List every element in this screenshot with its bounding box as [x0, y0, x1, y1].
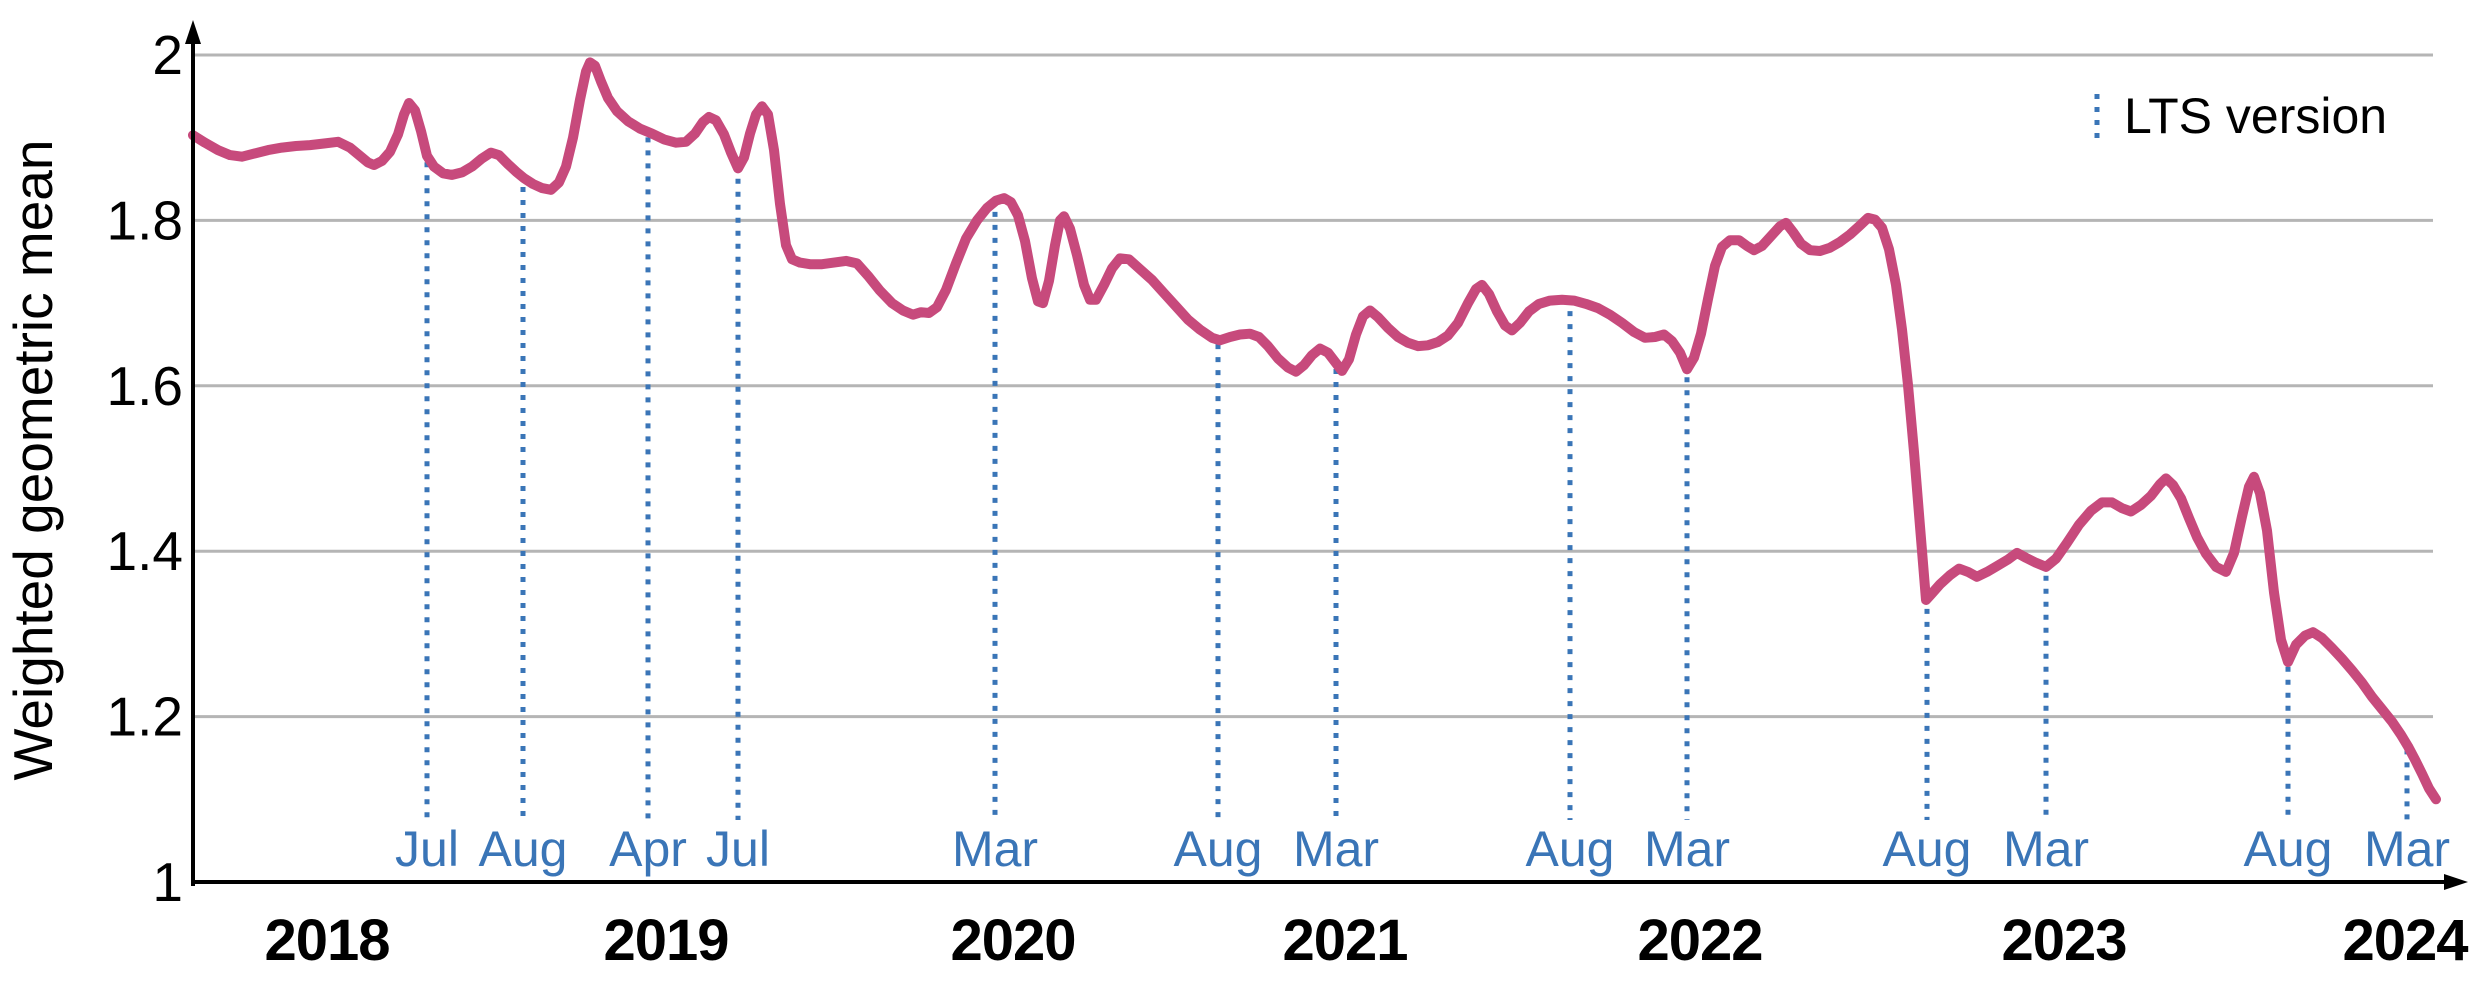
year-label: 2024 [2342, 908, 2468, 973]
lts-month-label: Aug [1174, 821, 1263, 877]
y-tick-label: 2 [152, 24, 183, 86]
year-label: 2021 [1282, 908, 1407, 973]
lts-month-label: Aug [1883, 821, 1972, 877]
x-axis-arrowhead [2444, 874, 2468, 890]
legend-label: LTS version [2124, 88, 2387, 144]
year-label: 2019 [603, 908, 728, 973]
lts-month-labels: Jul Aug Apr Jul Mar Aug Mar Aug Mar Aug Mar Aug Mar [395, 821, 2450, 877]
lts-month-label: Mar [1293, 821, 1379, 877]
y-tick-label: 1.8 [107, 189, 183, 251]
year-label: 2018 [264, 908, 389, 973]
y-tick-label: 1.4 [107, 520, 183, 582]
lts-month-label: Aug [1526, 821, 1615, 877]
y-axis-tick-labels: 2 1.8 1.6 1.4 1.2 1 [107, 24, 183, 913]
lts-month-label: Mar [2003, 821, 2089, 877]
series-line [188, 57, 2441, 805]
year-label: 2022 [1637, 908, 1762, 973]
y-tick-label: 1.2 [107, 686, 183, 748]
y-tick-label: 1.6 [107, 355, 183, 417]
lts-month-label: Mar [952, 821, 1038, 877]
lts-month-label: Mar [1644, 821, 1730, 877]
x-axis-year-labels: 2018 2019 2020 2021 2022 2023 2024 [264, 908, 2469, 973]
legend: LTS version [2094, 88, 2387, 144]
lts-version-marker-lines [424, 137, 2410, 820]
year-label: 2023 [2001, 908, 2126, 973]
lts-month-label: Aug [479, 821, 568, 877]
axes [185, 20, 2468, 890]
y-axis-title: Weighted geometric mean [2, 140, 64, 781]
lts-month-label: Aug [2244, 821, 2333, 877]
year-label: 2020 [950, 908, 1075, 973]
y-tick-label: 1 [152, 851, 183, 913]
lts-month-label: Mar [2364, 821, 2450, 877]
gridlines [193, 53, 2433, 719]
lts-month-label: Apr [609, 821, 687, 877]
lts-month-label: Jul [706, 821, 770, 877]
y-axis-arrowhead [185, 20, 201, 44]
lts-month-label: Jul [395, 821, 459, 877]
